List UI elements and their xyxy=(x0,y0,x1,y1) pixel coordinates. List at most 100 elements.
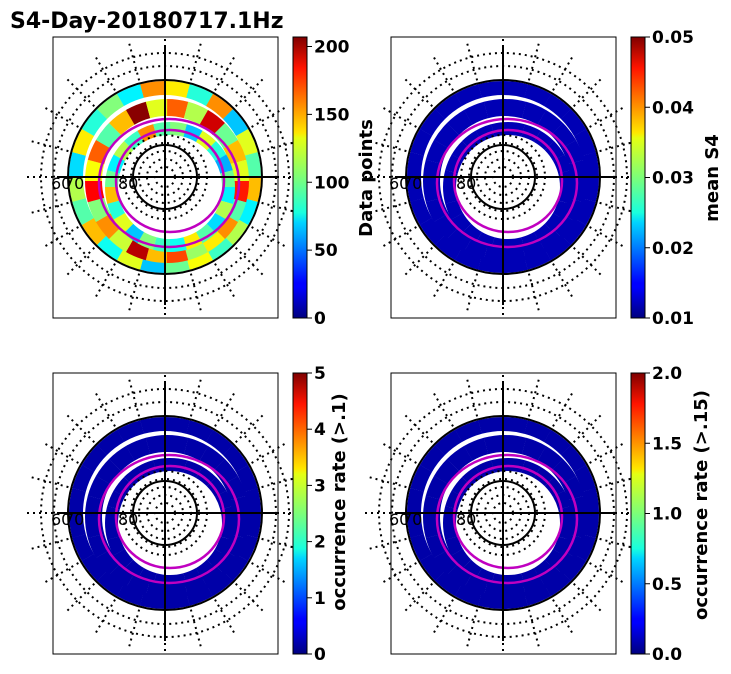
heatmap-cell xyxy=(72,534,94,561)
heatmap-cell xyxy=(410,198,432,225)
colorbar-gradient xyxy=(630,372,646,655)
grid-spoke xyxy=(31,201,69,214)
grid-spoke xyxy=(261,140,299,153)
heatmap-cell xyxy=(186,584,213,606)
latitude-label: 80 xyxy=(456,510,476,529)
boundary-curve xyxy=(452,464,564,570)
boundary-curve xyxy=(97,117,241,249)
heatmap-cell xyxy=(478,81,504,98)
heatmap-cell xyxy=(447,109,473,136)
heatmap-cell xyxy=(534,130,555,151)
grid-spoke xyxy=(31,140,69,153)
grid-spoke xyxy=(382,107,417,128)
grid-spoke xyxy=(433,263,454,298)
grid-spoke xyxy=(573,78,602,107)
grid-spoke xyxy=(235,414,264,443)
colorbar: 0.01 0.02 0.03 0.04 0.05 mean S4 xyxy=(630,28,723,329)
grid-spoke xyxy=(44,107,79,128)
heatmap-cell xyxy=(97,429,125,456)
heatmap-cell xyxy=(505,435,527,455)
heatmap-cell xyxy=(410,128,433,156)
heatmap-cell xyxy=(503,417,529,434)
heatmap-cell xyxy=(222,218,249,246)
heatmap-cell xyxy=(140,416,166,434)
grid-spoke xyxy=(404,78,433,107)
grid-spoke xyxy=(527,43,540,81)
grid-spoke xyxy=(261,537,299,550)
heatmap-cell xyxy=(87,533,111,558)
heatmap-cell xyxy=(451,140,472,161)
figure-title: S4-Day-20180717.1Hz xyxy=(10,9,284,34)
colorbar-tick-label: 4 xyxy=(314,420,326,440)
heatmap-cell xyxy=(407,512,424,538)
grid-spoke xyxy=(95,263,116,298)
grid-spoke xyxy=(261,476,299,489)
grid-spoke xyxy=(589,562,624,583)
colorbar-tick-label: 1.5 xyxy=(652,434,682,454)
grid-spoke xyxy=(404,414,433,443)
heatmap-cell xyxy=(81,444,108,472)
heatmap-cell xyxy=(236,465,258,492)
colorbar-tick-label: 200 xyxy=(314,38,350,58)
grid-spoke xyxy=(404,583,433,612)
heatmap-cell xyxy=(451,212,472,233)
heatmap-cell xyxy=(524,584,551,606)
heatmap-cell xyxy=(407,151,424,177)
grid-spoke xyxy=(527,379,540,417)
latitude-label: 70 xyxy=(402,174,422,193)
colorbar-tick-label: 0 xyxy=(314,309,326,329)
heatmap-cell xyxy=(145,435,168,455)
heatmap-cell xyxy=(165,417,191,434)
heatmap-cell xyxy=(206,213,227,234)
heatmap-cell xyxy=(113,476,134,497)
heatmap-cell xyxy=(521,101,547,125)
colorbar-gradient xyxy=(630,36,646,319)
grid-spoke xyxy=(382,562,417,583)
heatmap-cell xyxy=(454,247,482,270)
grid-spoke xyxy=(189,43,202,81)
grid-spoke xyxy=(214,263,235,298)
grid-spoke xyxy=(599,476,637,489)
grid-spoke xyxy=(589,443,624,464)
heatmap-cell xyxy=(567,159,587,182)
grid-spoke xyxy=(589,226,624,247)
heatmap-cell xyxy=(167,435,189,455)
grid-spoke xyxy=(214,56,235,91)
latitude-label: 70 xyxy=(64,510,84,529)
heatmap-cell xyxy=(434,234,462,261)
latitude-label: 80 xyxy=(118,510,138,529)
grid-spoke xyxy=(466,609,479,647)
heatmap-cell xyxy=(567,495,587,518)
heatmap-cell xyxy=(123,559,144,580)
heatmap-cell xyxy=(582,488,599,514)
grid-spoke xyxy=(433,392,454,427)
boundary-curve xyxy=(97,453,241,585)
latitude-label: 60 xyxy=(51,510,71,529)
latitude-label: 70 xyxy=(402,510,422,529)
grid-spoke xyxy=(66,247,95,276)
heatmap-cell xyxy=(464,437,489,461)
heatmap-cell xyxy=(543,570,571,597)
grid-spoke xyxy=(261,201,299,214)
grid-spoke xyxy=(573,414,602,443)
heatmap-cell xyxy=(574,465,596,492)
colorbar-tick-label: 0.01 xyxy=(652,309,694,329)
heatmap-cell xyxy=(167,99,189,119)
grid-spoke xyxy=(589,107,624,128)
heatmap-cell xyxy=(186,84,214,107)
heatmap-cell xyxy=(425,533,449,558)
heatmap-cell xyxy=(81,553,108,581)
heatmap-cell xyxy=(96,570,124,597)
heatmap-cell xyxy=(451,548,472,569)
heatmap-cell xyxy=(561,140,585,165)
grid-spoke xyxy=(369,201,407,214)
heatmap-cell xyxy=(419,108,446,136)
heatmap-cell xyxy=(195,559,216,580)
heatmap-cell xyxy=(573,534,596,562)
grid-spoke xyxy=(214,392,235,427)
colorbar-tick-label: 0.04 xyxy=(652,98,694,118)
grid-spoke xyxy=(382,443,417,464)
